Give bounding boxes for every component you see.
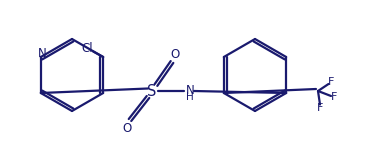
Text: F: F: [328, 77, 334, 87]
Text: H: H: [186, 92, 194, 101]
Text: S: S: [147, 84, 157, 98]
Text: F: F: [317, 103, 323, 113]
Text: N: N: [186, 84, 195, 96]
Text: O: O: [122, 122, 132, 135]
Text: F: F: [331, 92, 337, 102]
Text: Cl: Cl: [81, 42, 93, 55]
Text: N: N: [37, 48, 46, 61]
Text: O: O: [170, 48, 179, 61]
